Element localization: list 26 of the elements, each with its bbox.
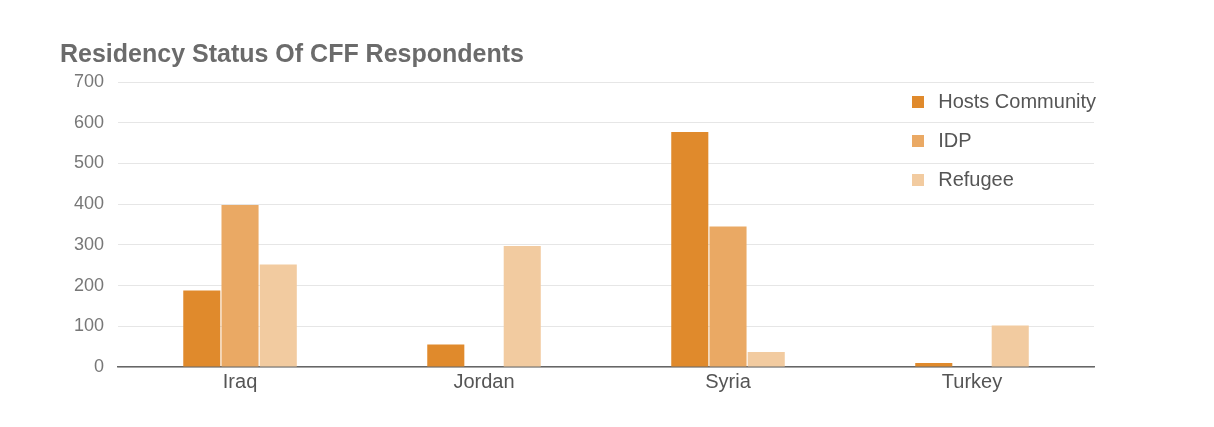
y-tick-label: 300: [73, 233, 105, 254]
y-tick-label: 500: [73, 152, 105, 173]
bar: [221, 204, 259, 367]
y-tick-label: 600: [73, 111, 105, 132]
x-tick-label: Turkey: [941, 369, 1003, 392]
legend-label: IDP: [938, 129, 972, 152]
y-tick-label: 700: [73, 70, 105, 91]
y-tick-label: 200: [73, 274, 105, 295]
bar: [183, 290, 221, 367]
chart-title: Residency Status Of CFF Respondents: [60, 38, 524, 67]
bar: [427, 344, 465, 367]
bar: [747, 351, 785, 367]
bar: [259, 264, 297, 367]
x-tick-label: Iraq: [222, 369, 258, 392]
x-tick-label: Syria: [705, 369, 752, 392]
bar: [671, 132, 709, 367]
legend-label: Refugee: [938, 168, 1014, 191]
bar: [709, 226, 747, 367]
bar: [503, 246, 541, 367]
legend-label: Hosts Community: [938, 90, 1096, 113]
y-tick-label: 100: [73, 315, 105, 336]
bar: [915, 362, 953, 367]
x-tick-label: Jordan: [453, 369, 515, 392]
bar: [991, 325, 1029, 367]
y-tick-label: 0: [94, 355, 105, 376]
y-tick-label: 400: [73, 193, 105, 214]
